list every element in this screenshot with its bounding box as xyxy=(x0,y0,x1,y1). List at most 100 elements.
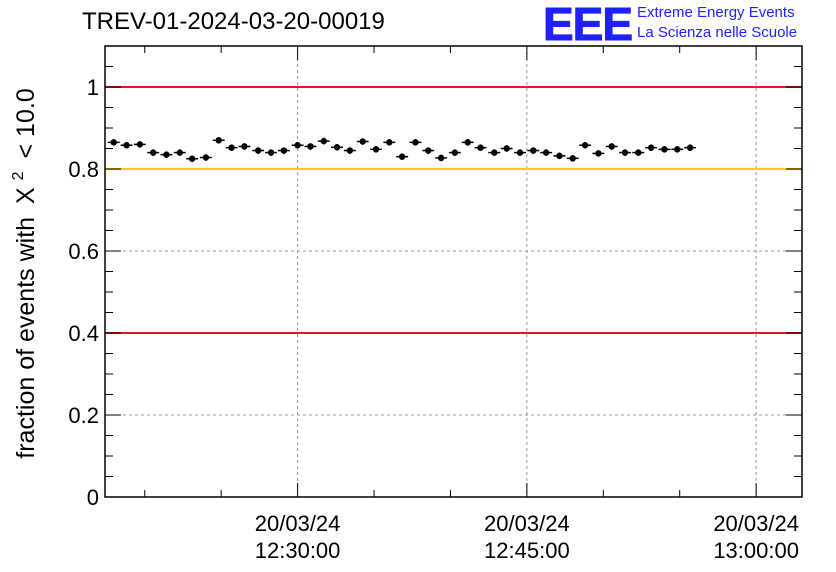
point-marker xyxy=(542,149,550,156)
point-marker xyxy=(477,144,484,151)
point-marker xyxy=(320,137,327,145)
data-point xyxy=(225,144,238,151)
data-point xyxy=(160,151,173,158)
y-tick-label: 0.2 xyxy=(68,403,99,428)
data-point xyxy=(579,141,592,149)
data-point xyxy=(658,146,671,153)
x-tick-time: 12:30:00 xyxy=(255,538,341,563)
point-marker xyxy=(595,150,602,157)
data-point xyxy=(356,138,369,145)
point-marker xyxy=(608,143,615,150)
point-marker xyxy=(425,147,432,154)
data-point xyxy=(619,149,631,156)
data-point xyxy=(684,144,697,151)
x-tick-date: 20/03/24 xyxy=(713,511,799,536)
point-marker xyxy=(621,149,629,156)
data-point xyxy=(120,141,133,149)
point-marker xyxy=(569,155,576,162)
point-marker xyxy=(202,154,210,161)
data-point xyxy=(383,139,396,146)
point-marker xyxy=(136,141,144,148)
point-marker xyxy=(686,144,694,151)
point-marker xyxy=(359,138,366,145)
eee-logo-mark: EEE xyxy=(542,0,633,50)
x-tick-date: 20/03/24 xyxy=(484,511,570,536)
y-tick-label: 0 xyxy=(87,485,99,510)
point-marker xyxy=(163,151,170,158)
data-point xyxy=(199,154,212,161)
data-point xyxy=(304,143,317,150)
data-point xyxy=(474,144,487,151)
point-marker xyxy=(228,144,235,151)
y-tick-label: 0.4 xyxy=(68,321,99,346)
point-marker xyxy=(437,154,445,162)
data-point xyxy=(252,147,265,154)
point-marker xyxy=(464,139,471,146)
point-marker xyxy=(556,152,563,160)
point-marker xyxy=(398,153,406,160)
point-marker xyxy=(110,139,117,146)
data-point xyxy=(186,155,199,163)
reference-lines xyxy=(105,86,802,334)
eee-logo-line1: Extreme Energy Events xyxy=(637,4,795,21)
point-marker xyxy=(149,149,157,156)
point-marker xyxy=(215,137,222,144)
point-marker xyxy=(176,149,183,156)
data-point xyxy=(291,141,304,149)
x-tick-time: 13:00:00 xyxy=(713,538,799,563)
point-marker xyxy=(451,149,459,156)
point-marker xyxy=(386,139,393,146)
point-marker xyxy=(661,146,668,153)
data-point xyxy=(566,155,579,162)
point-marker xyxy=(412,139,419,146)
point-marker xyxy=(516,149,524,156)
data-point xyxy=(409,139,422,146)
point-marker xyxy=(530,147,537,154)
data-point xyxy=(435,154,448,162)
x-axis: 20/03/2412:30:0020/03/2412:45:0020/03/24… xyxy=(144,46,799,563)
data-point xyxy=(343,147,356,154)
data-point xyxy=(645,144,658,151)
data-point xyxy=(133,141,146,148)
data-point xyxy=(107,139,120,146)
data-point xyxy=(592,150,605,157)
data-point xyxy=(632,149,645,156)
point-marker xyxy=(647,144,655,151)
data-point xyxy=(265,149,277,156)
y-tick-label: 1 xyxy=(87,75,99,100)
x-tick-time: 12:45:00 xyxy=(484,538,570,563)
eee-logo-line2: La Scienza nelle Scuole xyxy=(637,24,798,41)
point-marker xyxy=(333,144,341,151)
data-point xyxy=(461,139,474,146)
point-marker xyxy=(254,147,262,154)
point-marker xyxy=(241,143,248,150)
data-point xyxy=(448,149,461,156)
y-axis-label: fraction of events with X 2 < 10.0 xyxy=(1,88,40,458)
point-marker xyxy=(267,149,275,156)
data-point xyxy=(317,137,330,145)
point-marker xyxy=(123,142,130,149)
point-marker xyxy=(346,147,354,154)
data-point xyxy=(277,147,290,154)
x-tick-date: 20/03/24 xyxy=(255,511,341,536)
data-point xyxy=(605,143,618,150)
y-tick-label: 0.8 xyxy=(68,157,99,182)
point-marker xyxy=(581,142,589,149)
data-point xyxy=(488,149,501,156)
point-marker xyxy=(372,146,380,153)
data-point xyxy=(173,149,186,156)
chart-title: TREV-01-2024-03-20-00019 xyxy=(82,8,385,35)
data-point xyxy=(147,149,160,156)
data-point xyxy=(370,146,382,153)
data-points xyxy=(107,137,697,163)
eee-logo: EEE Extreme Energy Events La Scienza nel… xyxy=(542,0,833,50)
point-marker xyxy=(188,155,196,162)
data-point xyxy=(671,146,684,153)
data-point xyxy=(540,149,553,156)
data-point xyxy=(422,147,435,154)
point-marker xyxy=(294,142,301,149)
point-marker xyxy=(635,149,642,156)
point-marker xyxy=(491,149,498,156)
plot-frame xyxy=(104,45,803,498)
y-axis-label-text: fraction of events with xyxy=(12,217,40,459)
